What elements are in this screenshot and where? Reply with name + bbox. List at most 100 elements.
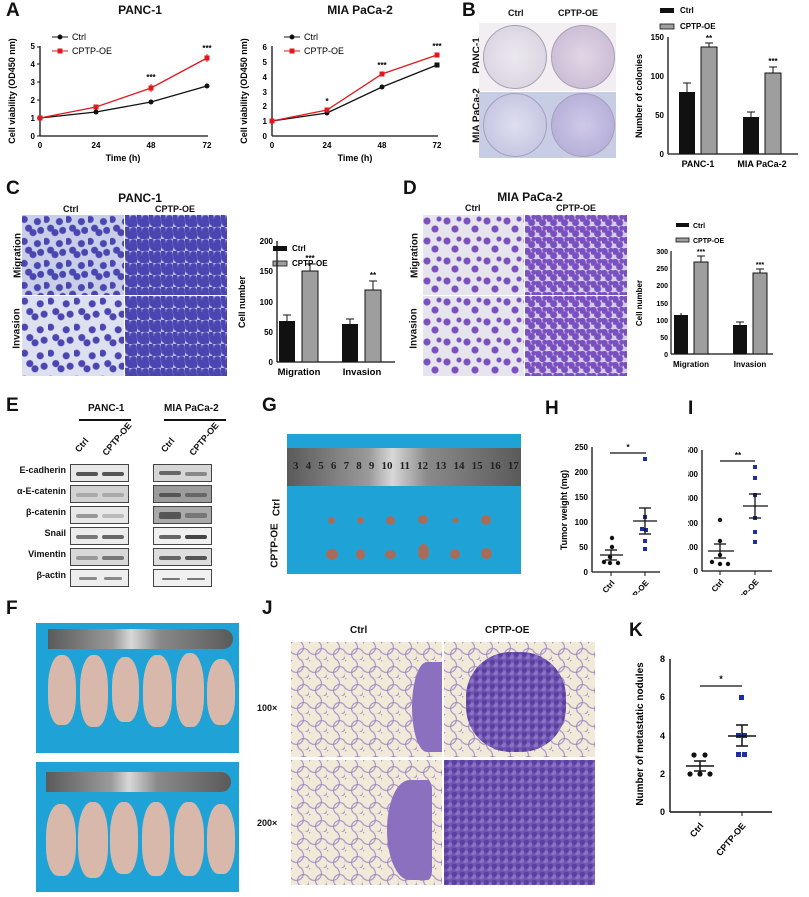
svg-text:Invasion: Invasion — [343, 367, 382, 378]
svg-text:2: 2 — [660, 769, 665, 779]
svg-text:0: 0 — [660, 807, 665, 817]
panel-label-k: K — [629, 620, 643, 641]
svg-text:Migration: Migration — [278, 367, 321, 378]
svg-text:2: 2 — [31, 96, 36, 105]
svg-text:4: 4 — [31, 60, 36, 69]
svg-text:2: 2 — [263, 102, 268, 111]
panel-a-left-legend-ctrl: Ctrl — [72, 32, 86, 42]
colony-photo-panc1 — [479, 23, 616, 91]
panel-label-i: I — [688, 398, 694, 419]
svg-text:100: 100 — [260, 298, 274, 307]
panel-j-row-100x: 100× — [257, 703, 278, 713]
svg-text:24: 24 — [92, 141, 101, 150]
svg-text:**: ** — [706, 34, 713, 43]
mia-migration-oe-image — [525, 215, 627, 295]
panel-c-row-invasion: Invasion — [11, 308, 23, 349]
svg-text:Cell number: Cell number — [635, 280, 644, 326]
svg-text:50: 50 — [264, 328, 273, 337]
panel-label-g: G — [262, 395, 277, 416]
svg-text:Migration: Migration — [673, 360, 709, 369]
panel-a-left-legend-oe: CPTP-OE — [72, 46, 112, 56]
mia-migration-ctrl-image — [423, 215, 524, 295]
svg-text:Time (h): Time (h) — [106, 153, 141, 163]
svg-text:Tumor weight (mg): Tumor weight (mg) — [559, 470, 569, 550]
colony-photo-mia — [479, 92, 616, 158]
svg-text:48: 48 — [378, 141, 387, 150]
svg-text:0: 0 — [694, 567, 699, 576]
panel-h-scatter: 0 50 100 150 200 250 Tumor weight (mg) * Ctrl… — [559, 443, 660, 595]
svg-text:50: 50 — [655, 111, 664, 120]
panel-j-col-ctrl: Ctrl — [350, 625, 368, 636]
svg-text:5: 5 — [263, 58, 268, 67]
svg-text:200: 200 — [656, 283, 668, 290]
svg-text:100: 100 — [575, 518, 589, 527]
panel-c-col-oe: CPTP-OE — [155, 204, 196, 214]
svg-text:PANC-1: PANC-1 — [682, 159, 715, 169]
lung-ctrl-200x-image — [291, 760, 442, 885]
panel-a-line-charts: 012 345 0 24 48 72 Time (h) Cell viability … — [7, 32, 443, 163]
panel-label-j: J — [262, 598, 273, 619]
protein-label: Vimentin — [28, 549, 66, 559]
svg-text:***: *** — [305, 254, 315, 263]
panel-b-legend-ctrl: Ctrl — [680, 6, 694, 15]
ruler-marks: 3 4 5 6 7 8 9 10 11 12 13 14 15 16 17 — [293, 460, 519, 472]
ruler: 3 4 5 6 7 8 9 10 11 12 13 14 15 16 17 — [287, 448, 521, 486]
panel-i-sig: ** — [735, 451, 742, 460]
lung-ctrl-100x-image — [291, 642, 442, 757]
svg-text:500: 500 — [688, 446, 699, 455]
panel-c-title: PANC-1 — [118, 191, 162, 205]
panel-d-row-invasion: Invasion — [408, 308, 420, 349]
svg-text:50: 50 — [579, 543, 588, 552]
svg-text:150: 150 — [651, 33, 665, 42]
svg-text:200: 200 — [575, 468, 589, 477]
panc1-invasion-ctrl-image — [22, 296, 124, 376]
panel-e-lane-oe-2: CPTP-OE — [187, 420, 221, 458]
svg-text:Cell number: Cell number — [237, 276, 247, 329]
svg-text:Invasion: Invasion — [734, 360, 767, 369]
svg-text:1: 1 — [31, 114, 36, 123]
svg-text:*: * — [325, 97, 329, 106]
panel-b-col-oe: CPTP-OE — [558, 8, 599, 18]
svg-text:CPTP-OE: CPTP-OE — [693, 238, 724, 245]
svg-text:***: *** — [756, 262, 764, 269]
svg-text:1: 1 — [263, 117, 268, 126]
svg-text:150: 150 — [575, 493, 589, 502]
panc1-invasion-oe-image — [125, 296, 227, 376]
svg-text:Ctrl: Ctrl — [292, 244, 306, 253]
panel-label-a: A — [6, 0, 20, 21]
svg-text:300: 300 — [688, 494, 699, 503]
protein-label: β-catenin — [26, 507, 66, 517]
panel-d-col-oe: CPTP-OE — [556, 203, 597, 213]
svg-text:100: 100 — [656, 318, 668, 325]
panel-a-right-legend-oe: CPTP-OE — [304, 46, 344, 56]
svg-text:0: 0 — [584, 568, 589, 577]
svg-text:100: 100 — [651, 72, 665, 81]
svg-text:250: 250 — [575, 443, 589, 452]
panel-j-row-200x: 200× — [257, 818, 278, 828]
svg-text:48: 48 — [147, 141, 156, 150]
panel-c-col-ctrl: Ctrl — [63, 204, 79, 214]
svg-text:**: ** — [370, 271, 377, 280]
svg-text:MIA PaCa-2: MIA PaCa-2 — [737, 159, 786, 169]
svg-text:24: 24 — [323, 141, 332, 150]
panc1-migration-ctrl-image — [22, 215, 124, 295]
svg-text:Ctrl: Ctrl — [601, 579, 617, 595]
panel-e-underline-2 — [164, 419, 226, 421]
svg-text:CPTP-OE: CPTP-OE — [714, 821, 747, 858]
svg-text:***: *** — [377, 61, 387, 70]
svg-text:72: 72 — [433, 141, 442, 150]
svg-text:6: 6 — [660, 692, 665, 702]
svg-text:0: 0 — [263, 132, 268, 141]
svg-text:8: 8 — [660, 654, 665, 664]
panel-b-bar-chart: Ctrl CPTP-OE 0 50 100 150 Number of colonie… — [634, 6, 798, 169]
protein-label: E-cadherin — [19, 465, 66, 475]
svg-text:72: 72 — [203, 141, 212, 150]
svg-text:Cell viability (OD450 nm): Cell viability (OD450 nm) — [239, 38, 249, 144]
svg-text:250: 250 — [656, 266, 668, 273]
svg-text:100: 100 — [688, 543, 699, 552]
svg-text:CPTP-OE: CPTP-OE — [621, 578, 651, 595]
panel-label-b: B — [462, 0, 476, 21]
panel-d-col-ctrl: Ctrl — [465, 203, 481, 213]
panel-a-right-title: MIA PaCa-2 — [327, 3, 393, 17]
